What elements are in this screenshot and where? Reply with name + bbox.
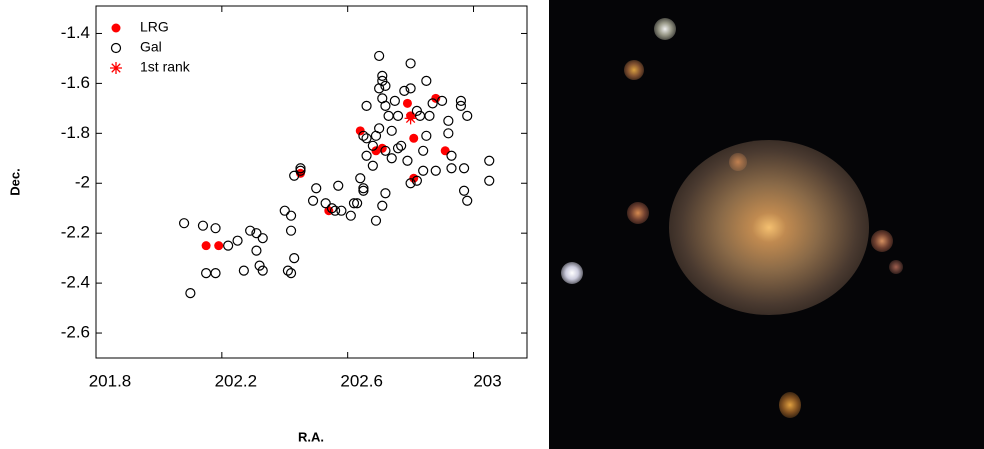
gal-point: [258, 234, 267, 243]
gal-point: [390, 96, 399, 105]
y-tick-label: -1.4: [61, 23, 90, 42]
gal-point: [422, 131, 431, 140]
gal-point: [447, 151, 456, 160]
gal-point: [202, 269, 211, 278]
legend-label: 1st rank: [140, 59, 191, 75]
gal-point: [463, 196, 472, 205]
x-tick-label: 202.6: [340, 371, 383, 390]
x-tick-label: 202.2: [215, 371, 258, 390]
chart: R.A. Dec. 201.8 202.2 202.6 203 -1.4 -1.6 -1.8…: [0, 0, 545, 449]
legend-marker: [112, 24, 121, 33]
gal-point: [425, 111, 434, 120]
gal-point: [384, 111, 393, 120]
y-tick-label: -2.4: [61, 273, 90, 292]
gal-point: [368, 161, 377, 170]
gal-point: [381, 101, 390, 110]
gal-point: [387, 154, 396, 163]
gal-point: [485, 176, 494, 185]
gal-point: [394, 111, 403, 120]
gal-point: [387, 126, 396, 135]
gal-point: [463, 111, 472, 120]
lrg-point: [214, 241, 223, 250]
lrg-point: [441, 146, 450, 155]
gal-point: [375, 124, 384, 133]
gal-point: [211, 224, 220, 233]
gal-point: [287, 211, 296, 220]
gal-point: [186, 289, 195, 298]
y-tick-label: -1.8: [61, 123, 90, 142]
gal-point: [375, 51, 384, 60]
gal-point: [346, 211, 355, 220]
lrg-point: [202, 241, 211, 250]
gal-point: [406, 59, 415, 68]
gal-point: [198, 221, 207, 230]
lrg-point: [403, 99, 412, 108]
gal-point: [309, 196, 318, 205]
galaxy-image: [549, 0, 984, 449]
gal-point: [431, 166, 440, 175]
gal-point: [239, 266, 248, 275]
x-tick-label: 203: [473, 371, 501, 390]
x-tick-label: 201.8: [89, 371, 132, 390]
gal-point: [356, 174, 365, 183]
first-rank-point: [405, 112, 417, 124]
gal-point: [337, 206, 346, 215]
legend-label: LRG: [140, 19, 169, 35]
gal-point: [290, 254, 299, 263]
gal-point: [362, 151, 371, 160]
gal-point: [419, 166, 428, 175]
gal-point: [444, 116, 453, 125]
page: R.A. Dec. 201.8 202.2 202.6 203 -1.4 -1.6 -1.8…: [0, 0, 984, 449]
gal-point: [280, 206, 289, 215]
gal-point: [381, 189, 390, 198]
y-tick-label: -2.2: [61, 223, 90, 242]
gal-point: [334, 181, 343, 190]
gal-point: [233, 236, 242, 245]
lrg-point: [409, 134, 418, 143]
gal-point: [252, 246, 261, 255]
y-axis-label: Dec.: [7, 168, 22, 195]
legend-marker: [112, 44, 121, 53]
gal-point: [460, 186, 469, 195]
gal-point: [460, 164, 469, 173]
gal-point: [447, 164, 456, 173]
legend-label: Gal: [140, 39, 162, 55]
gal-point: [371, 216, 380, 225]
legend-marker: [110, 62, 122, 74]
gal-point: [180, 219, 189, 228]
y-tick-label: -1.6: [61, 73, 90, 92]
y-tick-label: -2: [75, 173, 90, 192]
gal-point: [378, 201, 387, 210]
gal-point: [321, 199, 330, 208]
gal-point: [444, 129, 453, 138]
gal-point: [419, 146, 428, 155]
gal-point: [422, 76, 431, 85]
gal-point: [362, 101, 371, 110]
y-tick-label: -2.6: [61, 323, 90, 342]
x-axis-label: R.A.: [298, 429, 324, 444]
gal-point: [312, 184, 321, 193]
gal-point: [211, 269, 220, 278]
gal-point: [224, 241, 233, 250]
gal-point: [485, 156, 494, 165]
gal-point: [403, 156, 412, 165]
gal-point: [287, 226, 296, 235]
